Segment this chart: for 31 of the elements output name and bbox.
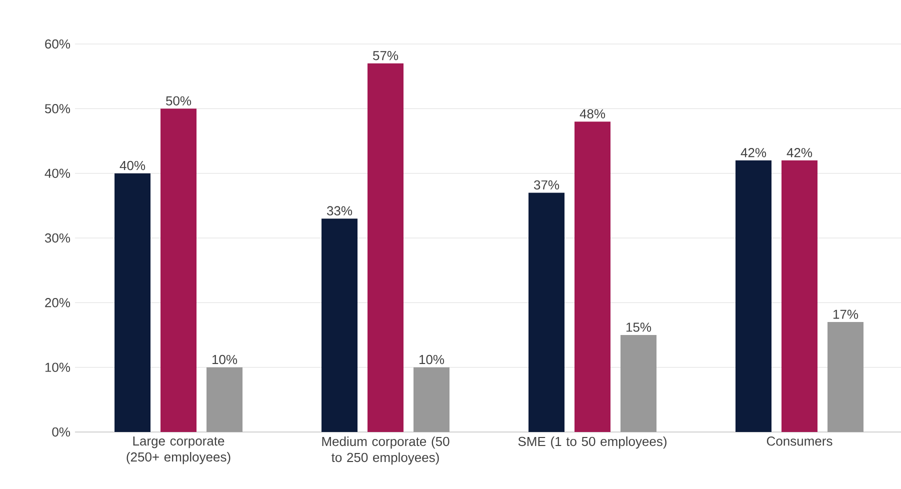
- bar: [322, 218, 358, 432]
- x-tick-label: SME (1 to 50 employees): [518, 436, 666, 449]
- data-label: 50%: [166, 96, 192, 106]
- bar: [574, 122, 610, 432]
- data-label: 37%: [534, 180, 560, 190]
- y-tick-label: 20%: [45, 298, 70, 308]
- x-tick-label: Medium corporate (50 to 250 employees): [322, 436, 450, 465]
- y-tick-label: 40%: [44, 168, 70, 178]
- bar: [114, 173, 151, 432]
- data-label: 10%: [419, 354, 444, 364]
- data-label: 15%: [626, 322, 652, 332]
- x-tick-label: Consumers: [766, 436, 832, 446]
- bar: [160, 108, 197, 432]
- bar: [368, 63, 404, 432]
- bar: [736, 160, 772, 432]
- x-tick-label: Large corporate (250+ employees): [126, 436, 230, 464]
- data-label: 17%: [833, 310, 858, 319]
- data-label: 40%: [120, 160, 146, 170]
- data-label: 57%: [373, 51, 398, 60]
- y-tick-label: 50%: [44, 104, 70, 114]
- y-tick-label: 10%: [45, 362, 70, 372]
- data-label: 42%: [740, 148, 766, 158]
- data-label: 33%: [327, 206, 352, 216]
- data-label: 10%: [212, 354, 238, 364]
- bar: [782, 160, 818, 432]
- data-label: 42%: [786, 148, 812, 158]
- data-label: 48%: [580, 109, 606, 118]
- bar: [528, 192, 565, 432]
- y-tick-label: 0%: [52, 427, 70, 437]
- y-tick-label: 60%: [45, 39, 70, 49]
- y-tick-label: 30%: [44, 233, 70, 243]
